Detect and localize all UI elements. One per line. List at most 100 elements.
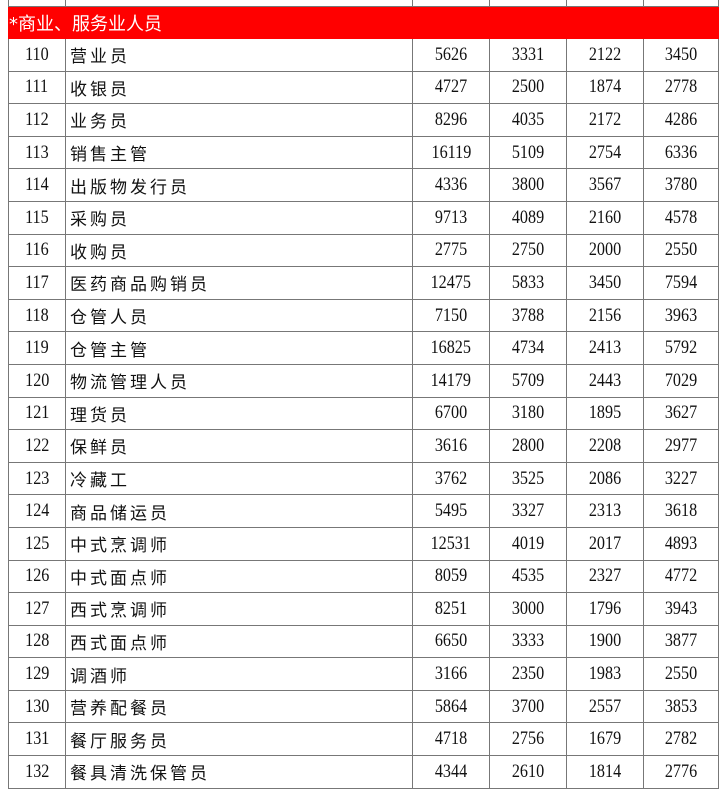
value-cell: 12475: [412, 266, 490, 300]
value-cell: 2776: [643, 755, 719, 789]
table-row: 125 中式烹调师 12531 4019 2017 4893: [8, 526, 719, 561]
row-number: 114: [8, 168, 66, 202]
value-cell: 8251: [412, 592, 490, 626]
value-cell: 3333: [489, 624, 567, 659]
row-number: 130: [8, 689, 66, 724]
value-cell: 7594: [643, 266, 719, 300]
value-cell: 3331: [489, 38, 567, 72]
value-cell: 4734: [489, 331, 567, 365]
table-row: 116 收购员 2775 2750 2000 2550: [8, 233, 719, 268]
value-cell: 2443: [566, 363, 644, 398]
table-row: 113 销售主管 16119 5109 2754 6336: [8, 135, 719, 170]
value-cell: 5626: [412, 38, 490, 72]
value-cell: 3525: [489, 461, 567, 496]
value-cell: 2000: [566, 233, 644, 268]
occupation-name: 营业员: [65, 38, 413, 72]
row-number: 125: [8, 526, 66, 561]
table-row: 117 医药商品购销员 12475 5833 3450 7594: [8, 266, 719, 300]
value-cell: 2413: [566, 331, 644, 365]
occupation-name: 中式烹调师: [65, 526, 413, 561]
table-row: 120 物流管理人员 14179 5709 2443 7029: [8, 363, 719, 398]
occupation-name: 调酒师: [65, 657, 413, 691]
occupation-name: 冷藏工: [65, 461, 413, 496]
value-cell: 7150: [412, 298, 490, 333]
value-cell: 2017: [566, 526, 644, 561]
value-cell: 6650: [412, 624, 490, 659]
occupation-name: 中式面点师: [65, 559, 413, 594]
value-cell: 3877: [643, 624, 719, 659]
value-cell: 4344: [412, 755, 490, 789]
section-title: *商业、服务业人员: [8, 6, 719, 39]
value-cell: 2550: [643, 233, 719, 268]
row-number: 127: [8, 592, 66, 626]
section-header-row: *商业、服务业人员: [8, 6, 719, 39]
table-row: 119 仓管主管 16825 4734 2413 5792: [8, 331, 719, 365]
occupation-name: 销售主管: [65, 135, 413, 170]
occupation-name: 业务员: [65, 103, 413, 137]
occupation-name: 收购员: [65, 233, 413, 268]
value-cell: 3627: [643, 396, 719, 431]
value-cell: 2557: [566, 689, 644, 724]
value-cell: 2775: [412, 233, 490, 268]
value-cell: 2756: [489, 722, 567, 757]
row-number: 117: [8, 266, 66, 300]
value-cell: 3227: [643, 461, 719, 496]
value-cell: 1895: [566, 396, 644, 431]
value-cell: 3800: [489, 168, 567, 202]
value-cell: 16119: [412, 135, 490, 170]
value-cell: 2086: [566, 461, 644, 496]
occupation-name: 西式烹调师: [65, 592, 413, 626]
row-number: 116: [8, 233, 66, 268]
occupation-name: 出版物发行员: [65, 168, 413, 202]
value-cell: 3762: [412, 461, 490, 496]
value-cell: 4089: [489, 200, 567, 235]
value-cell: 3180: [489, 396, 567, 431]
value-cell: 6700: [412, 396, 490, 431]
table-row: 118 仓管人员 7150 3788 2156 3963: [8, 298, 719, 333]
value-cell: 3450: [643, 38, 719, 72]
row-number: 129: [8, 657, 66, 691]
value-cell: 1796: [566, 592, 644, 626]
value-cell: 2350: [489, 657, 567, 691]
value-cell: 4772: [643, 559, 719, 594]
value-cell: 5792: [643, 331, 719, 365]
table-row: 129 调酒师 3166 2350 1983 2550: [8, 657, 719, 691]
occupation-name: 西式面点师: [65, 624, 413, 659]
value-cell: 2977: [643, 429, 719, 463]
row-number: 110: [8, 38, 66, 72]
row-number: 126: [8, 559, 66, 594]
value-cell: 5864: [412, 689, 490, 724]
table-row: 115 采购员 9713 4089 2160 4578: [8, 200, 719, 235]
table-row: 123 冷藏工 3762 3525 2086 3227: [8, 461, 719, 496]
value-cell: 9713: [412, 200, 490, 235]
occupation-name: 理货员: [65, 396, 413, 431]
value-cell: 8059: [412, 559, 490, 594]
value-cell: 2327: [566, 559, 644, 594]
value-cell: 1814: [566, 755, 644, 789]
occupation-name: 营养配餐员: [65, 689, 413, 724]
value-cell: 4286: [643, 103, 719, 137]
value-cell: 5495: [412, 494, 490, 528]
table-row: 126 中式面点师 8059 4535 2327 4772: [8, 559, 719, 594]
salary-table: *商业、服务业人员 110 营业员 5626 3331 2122 3450 111 收银员 47…: [8, 0, 719, 789]
table-row: 111 收银员 4727 2500 1874 2778: [8, 70, 719, 105]
value-cell: 1874: [566, 70, 644, 105]
value-cell: 5109: [489, 135, 567, 170]
row-number: 120: [8, 363, 66, 398]
occupation-name: 物流管理人员: [65, 363, 413, 398]
row-number: 121: [8, 396, 66, 431]
row-number: 124: [8, 494, 66, 528]
value-cell: 2208: [566, 429, 644, 463]
occupation-name: 收银员: [65, 70, 413, 105]
table-row: 122 保鲜员 3616 2800 2208 2977: [8, 429, 719, 463]
value-cell: 1679: [566, 722, 644, 757]
table-row: 121 理货员 6700 3180 1895 3627: [8, 396, 719, 431]
value-cell: 3450: [566, 266, 644, 300]
table-row: 110 营业员 5626 3331 2122 3450: [8, 38, 719, 72]
value-cell: 2172: [566, 103, 644, 137]
value-cell: 2160: [566, 200, 644, 235]
value-cell: 3700: [489, 689, 567, 724]
value-cell: 3853: [643, 689, 719, 724]
table-row: 114 出版物发行员 4336 3800 3567 3780: [8, 168, 719, 202]
value-cell: 4578: [643, 200, 719, 235]
